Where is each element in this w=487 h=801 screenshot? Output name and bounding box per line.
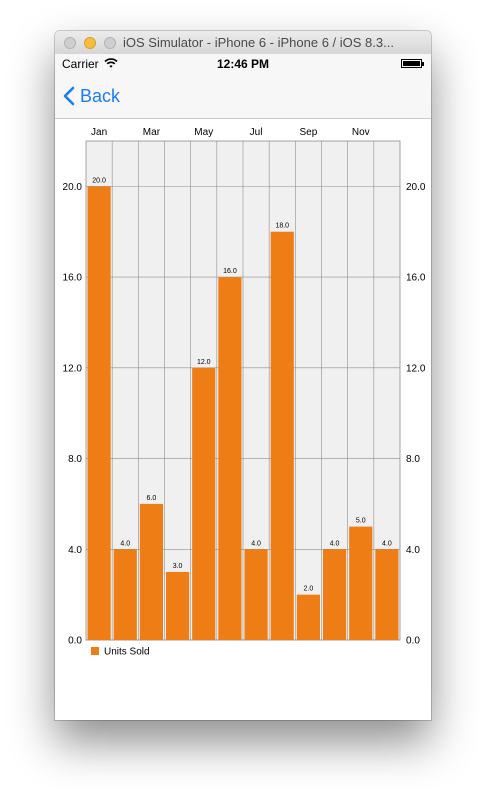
back-button-label: Back bbox=[80, 85, 121, 106]
back-button[interactable]: Back bbox=[63, 84, 120, 108]
bar-sep bbox=[296, 594, 320, 640]
minimize-window-button[interactable] bbox=[84, 37, 96, 49]
navigation-bar: Back bbox=[55, 74, 431, 119]
window-title: iOS Simulator - iPhone 6 - iPhone 6 / iO… bbox=[123, 35, 394, 50]
wifi-icon bbox=[104, 58, 118, 68]
y-tick-label-right: 16.0 bbox=[406, 273, 426, 284]
legend-label: Units Sold bbox=[104, 647, 150, 658]
bar-dec bbox=[375, 549, 399, 640]
bar-value-label: 4.0 bbox=[251, 540, 261, 547]
status-time: 12:46 PM bbox=[216, 57, 270, 71]
zoom-window-button[interactable] bbox=[104, 37, 116, 49]
bar-mar bbox=[139, 503, 163, 640]
bar-value-label: 4.0 bbox=[330, 540, 340, 547]
bar-value-label: 4.0 bbox=[120, 540, 130, 547]
y-tick-label-right: 0.0 bbox=[406, 636, 420, 647]
x-tick-label: Nov bbox=[352, 127, 370, 138]
y-tick-label-right: 20.0 bbox=[406, 182, 426, 193]
carrier-label: Carrier bbox=[62, 57, 99, 71]
y-tick-label-left: 20.0 bbox=[63, 182, 83, 193]
y-tick-label-left: 16.0 bbox=[63, 273, 83, 284]
ios-status-bar: Carrier 12:46 PM bbox=[55, 54, 431, 74]
x-tick-label: Jul bbox=[250, 127, 263, 138]
y-tick-label-left: 0.0 bbox=[68, 636, 82, 647]
x-tick-label: Jan bbox=[91, 127, 107, 138]
units-sold-bar-chart: 0.0 0.0 4.0 4.0 8.0 8.0 12.0 12.0 16.0 16.0 20.0 20… bbox=[63, 127, 426, 658]
window-titlebar: iOS Simulator - iPhone 6 - iPhone 6 / iO… bbox=[55, 31, 431, 55]
bar-value-label: 2.0 bbox=[304, 586, 314, 593]
bar-value-label: 6.0 bbox=[147, 495, 157, 502]
y-tick-label-right: 12.0 bbox=[406, 363, 426, 374]
simulator-window: iOS Simulator - iPhone 6 - iPhone 6 / iO… bbox=[55, 31, 431, 720]
chart-area: 0.0 0.0 4.0 4.0 8.0 8.0 12.0 12.0 16.0 16.0 20.0 20… bbox=[55, 119, 431, 720]
bar-aug bbox=[270, 231, 294, 640]
x-tick-label: May bbox=[194, 127, 213, 138]
x-tick-label: Mar bbox=[143, 127, 161, 138]
bar-jul bbox=[244, 549, 268, 640]
x-tick-label: Sep bbox=[300, 127, 318, 138]
battery-icon bbox=[401, 59, 424, 68]
bar-value-label: 3.0 bbox=[173, 563, 183, 570]
bar-value-label: 5.0 bbox=[356, 518, 366, 525]
close-window-button[interactable] bbox=[64, 37, 76, 49]
bar-may bbox=[192, 367, 216, 640]
bar-oct bbox=[323, 549, 347, 640]
y-tick-label-left: 4.0 bbox=[68, 545, 82, 556]
bar-jun bbox=[218, 277, 242, 640]
y-tick-label-left: 8.0 bbox=[68, 454, 82, 465]
bar-value-label: 12.0 bbox=[197, 359, 211, 366]
y-tick-label-left: 12.0 bbox=[63, 363, 83, 374]
chevron-left-icon bbox=[63, 86, 75, 106]
y-tick-label-right: 4.0 bbox=[406, 545, 420, 556]
bar-apr bbox=[166, 571, 190, 640]
bar-value-label: 4.0 bbox=[382, 540, 392, 547]
bar-value-label: 20.0 bbox=[92, 177, 106, 184]
bar-value-label: 16.0 bbox=[223, 268, 237, 275]
legend-swatch bbox=[91, 647, 99, 655]
y-tick-label-right: 8.0 bbox=[406, 454, 420, 465]
bar-value-label: 18.0 bbox=[275, 223, 289, 230]
bar-jan bbox=[87, 186, 111, 640]
bar-feb bbox=[113, 549, 137, 640]
bar-nov bbox=[349, 526, 373, 640]
